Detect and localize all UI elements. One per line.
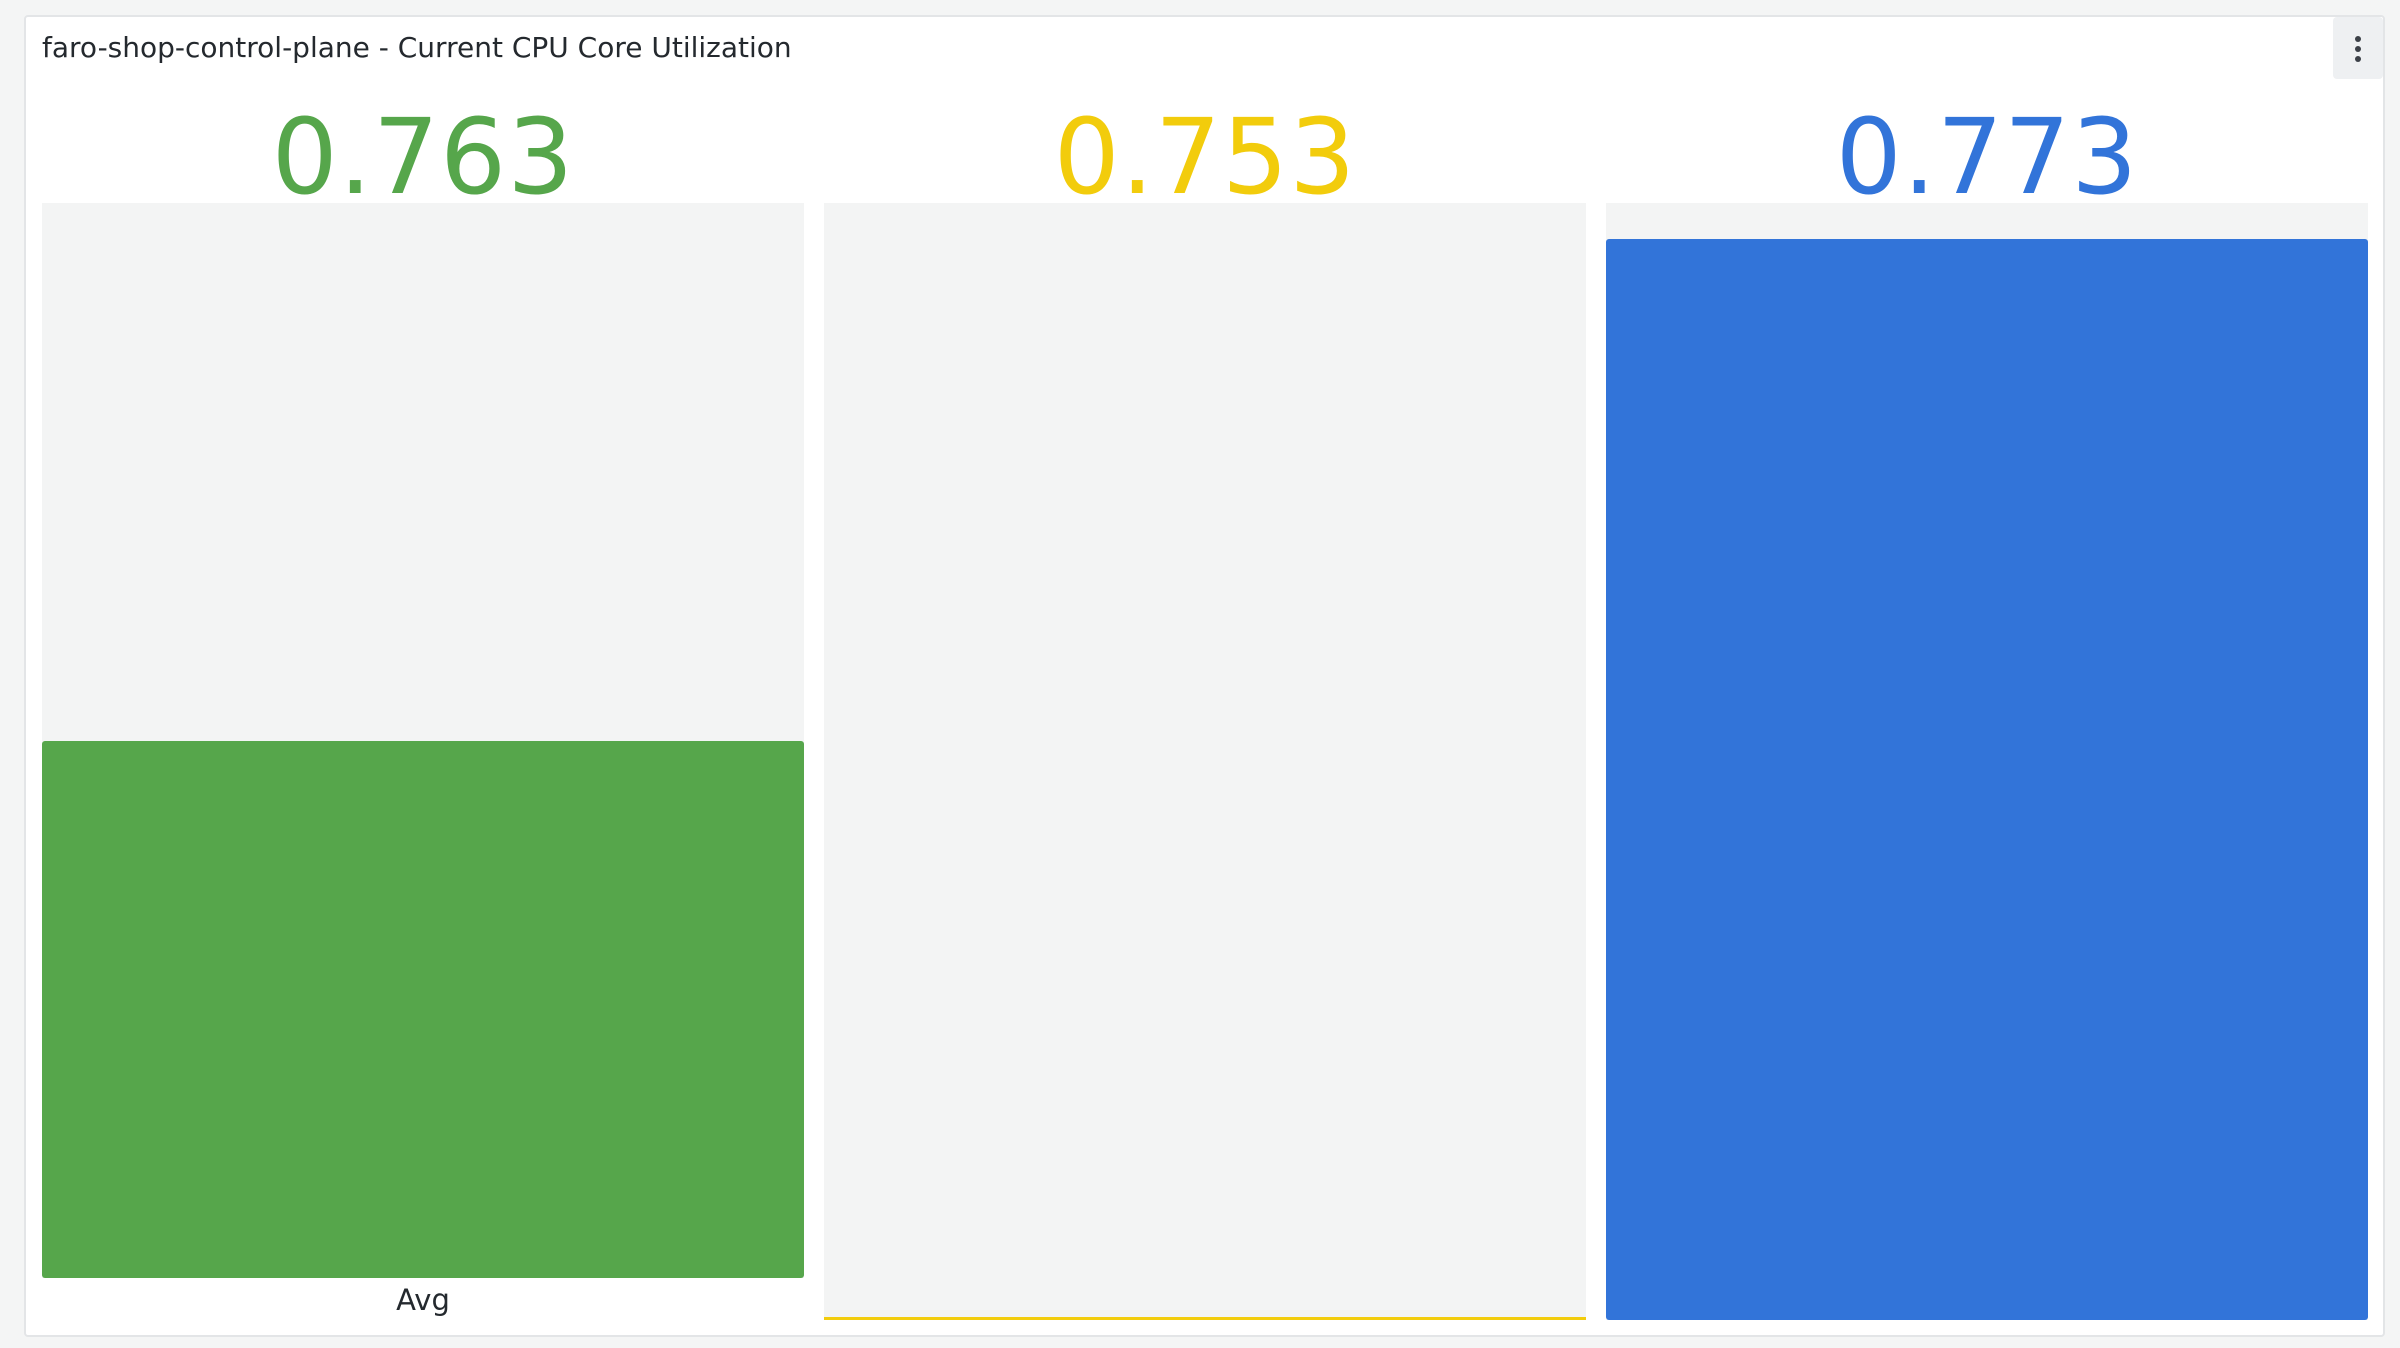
- gauge-track: [1606, 203, 2368, 1320]
- gauge-fill: [42, 740, 804, 1278]
- gauge-fill: [1606, 238, 2368, 1320]
- gauge-fill: [824, 1316, 1586, 1320]
- gauge-track: [42, 203, 804, 1278]
- gauge-value: 0.763: [271, 96, 575, 218]
- kebab-menu-icon: [2355, 36, 2361, 62]
- panel-menu-button[interactable]: [2333, 17, 2383, 79]
- bar-gauge-avg: 0.763 Avg: [42, 17, 804, 1335]
- bar-gauge-2: 0.753: [824, 17, 1586, 1335]
- gauge-value: 0.773: [1835, 96, 2139, 218]
- cpu-utilization-panel: faro-shop-control-plane - Current CPU Co…: [24, 15, 2385, 1337]
- panel-title: faro-shop-control-plane - Current CPU Co…: [42, 31, 792, 64]
- gauge-label: Avg: [396, 1283, 450, 1317]
- gauge-track: [824, 203, 1586, 1320]
- bar-gauge-3: 0.773: [1606, 17, 2368, 1335]
- gauge-value: 0.753: [1053, 96, 1357, 218]
